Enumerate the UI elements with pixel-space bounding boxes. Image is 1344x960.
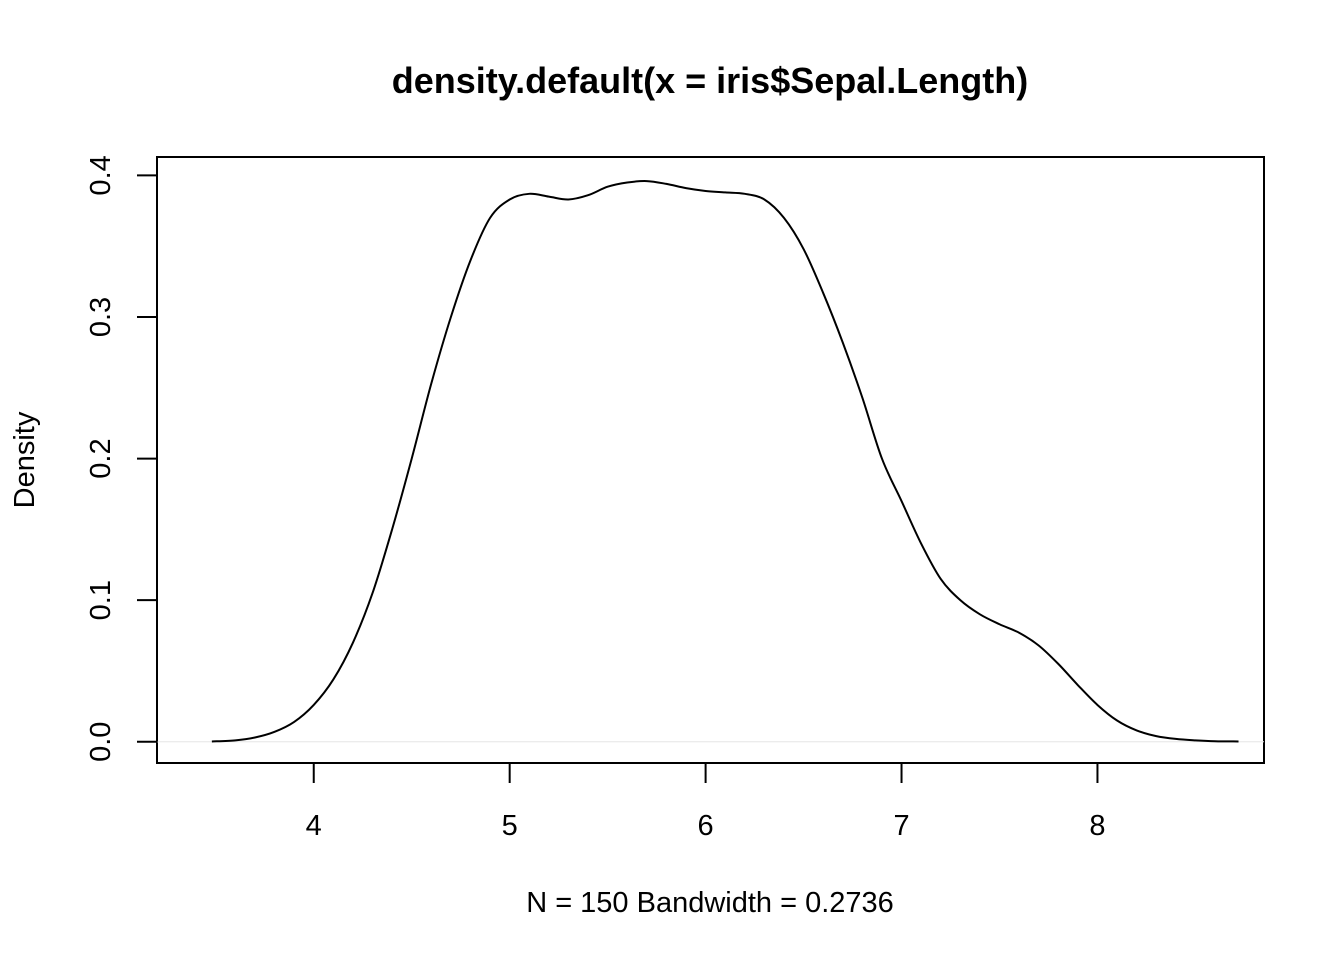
y-tick-label: 0.1 — [85, 580, 117, 620]
x-tick-label: 6 — [698, 810, 714, 842]
x-tick-label: 8 — [1089, 810, 1105, 842]
y-tick-label: 0.2 — [85, 438, 117, 478]
y-tick-label: 0.0 — [85, 722, 117, 762]
x-tick-label: 4 — [306, 810, 322, 842]
plot-frame — [156, 156, 1265, 764]
density-curve — [211, 180, 1239, 743]
x-axis-label: N = 150 Bandwidth = 0.2736 — [526, 887, 894, 919]
y-tick-label: 0.4 — [85, 155, 117, 195]
x-axis: 4 5 6 7 8 — [306, 762, 1106, 842]
y-axis-label: Density — [9, 411, 41, 508]
chart-title: density.default(x = iris$Sepal.Length) — [392, 60, 1028, 101]
x-tick-label: 7 — [893, 810, 909, 842]
x-tick-label: 5 — [502, 810, 518, 842]
y-axis: 0.0 0.1 0.2 0.3 0.4 — [85, 155, 158, 762]
y-tick-label: 0.3 — [85, 297, 117, 337]
